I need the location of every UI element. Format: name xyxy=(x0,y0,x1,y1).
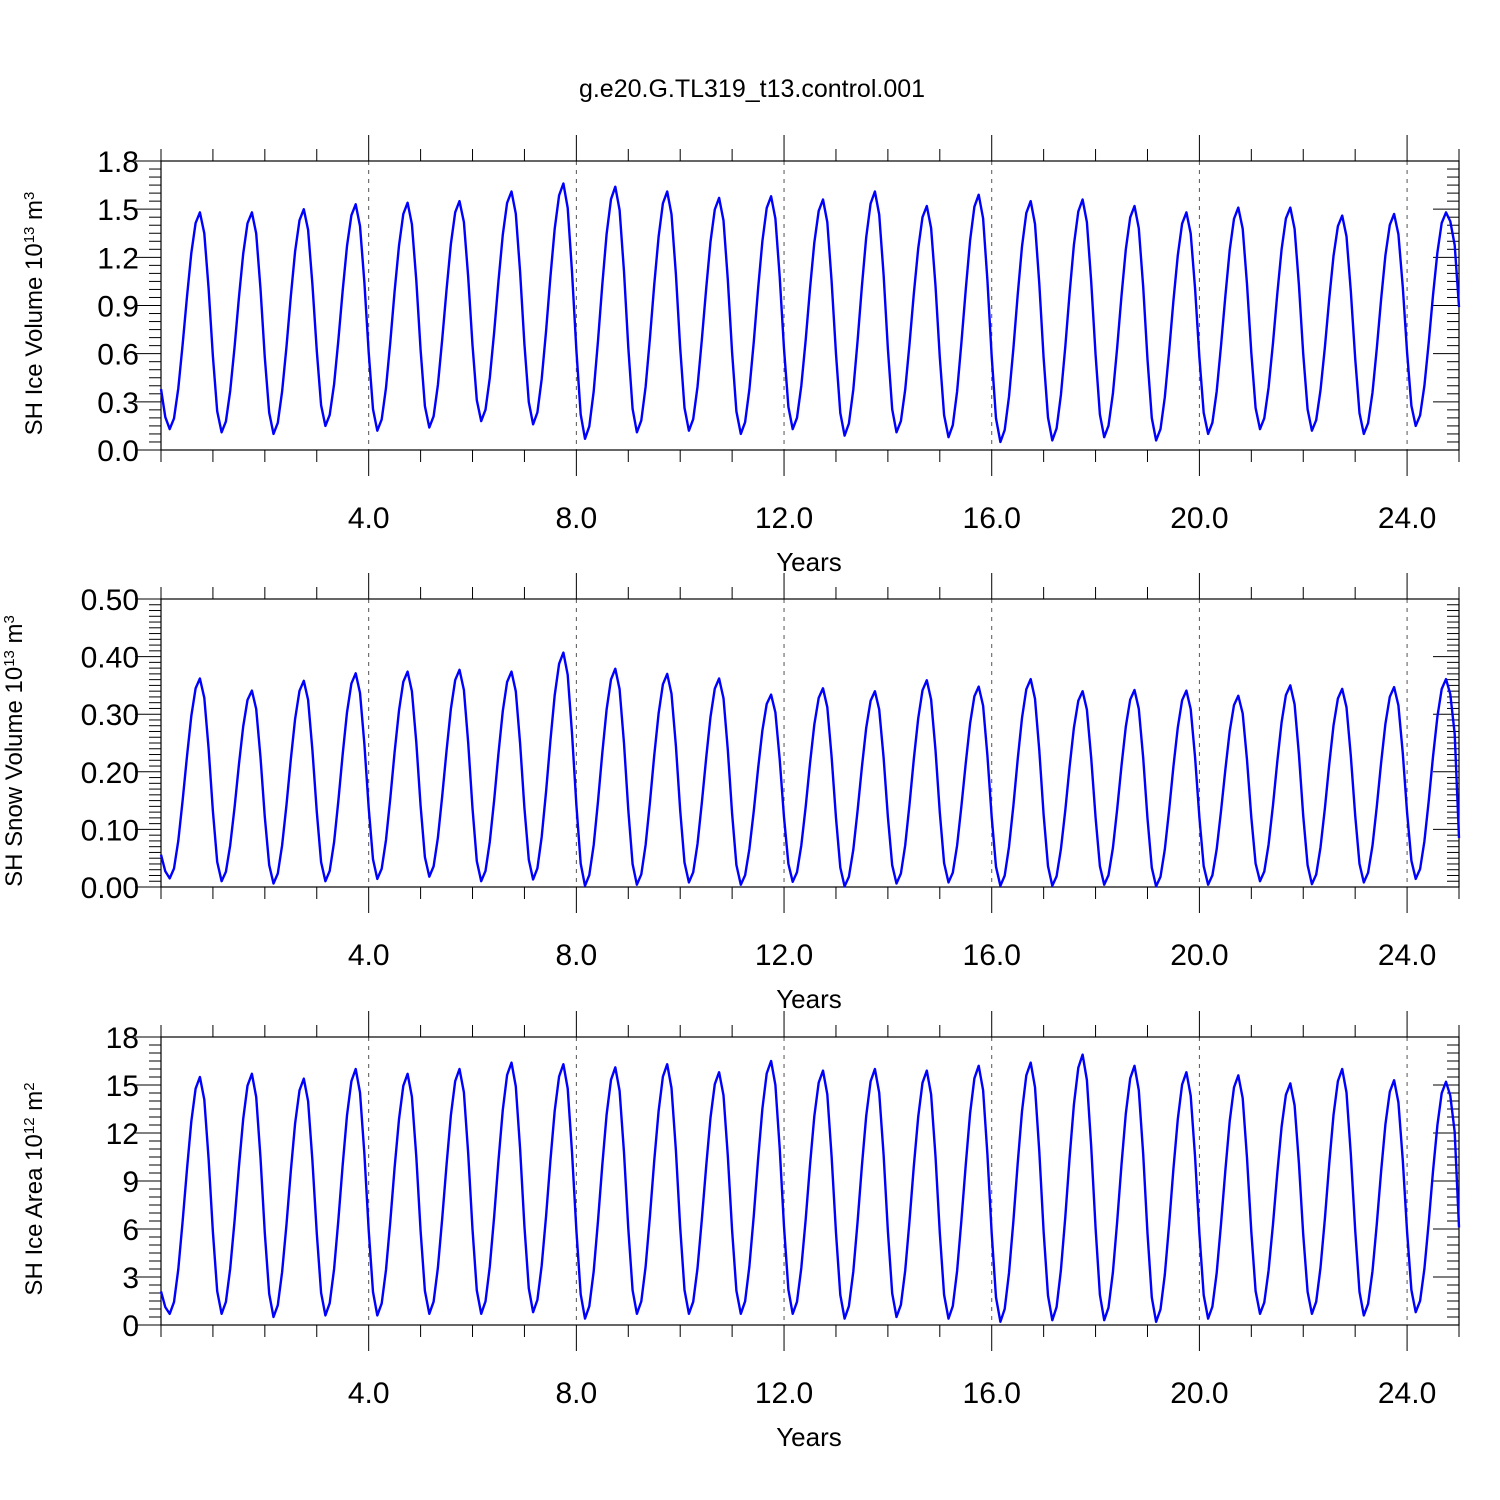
y-tick-label: 9 xyxy=(122,1166,139,1199)
x-tick-label: 8.0 xyxy=(556,1377,598,1410)
y-tick-label: 0.20 xyxy=(81,757,139,790)
x-tick-label: 16.0 xyxy=(963,1377,1021,1410)
y-tick-label: 0.0 xyxy=(97,435,139,468)
x-tick-label: 16.0 xyxy=(963,502,1021,535)
y-tick-label: 0.3 xyxy=(97,387,139,420)
x-tick-label: 8.0 xyxy=(556,939,598,972)
x-axis-label: Years xyxy=(776,1422,842,1452)
x-tick-label: 12.0 xyxy=(755,1377,813,1410)
x-tick-label: 12.0 xyxy=(755,502,813,535)
x-tick-label: 24.0 xyxy=(1378,939,1436,972)
x-tick-label: 20.0 xyxy=(1170,1377,1228,1410)
x-tick-label: 8.0 xyxy=(556,502,598,535)
y-tick-label: 15 xyxy=(106,1070,139,1103)
series-line xyxy=(159,1053,1461,1323)
x-tick-label: 20.0 xyxy=(1170,939,1228,972)
x-tick-label: 4.0 xyxy=(348,939,390,972)
plot-frame xyxy=(160,598,1460,888)
x-tick-label: 16.0 xyxy=(963,939,1021,972)
chart-panel-1: 4.0 8.0 12.0 16.0 20.0 24.0 Years 0.0 0.3 0.6 0.9 1… xyxy=(21,135,1461,577)
y-tick-label: 0.10 xyxy=(81,814,139,847)
y-tick-label: 1.5 xyxy=(97,194,139,227)
y-tick-label: 0.9 xyxy=(97,291,139,324)
y-tick-label: 1.8 xyxy=(97,146,139,179)
chart-panel-2: 4.0 8.0 12.0 16.0 20.0 24.0 Years 0.00 0.10 0.20 0… xyxy=(1,573,1461,1014)
x-tick-label: 12.0 xyxy=(755,939,813,972)
figure-title: g.e20.G.TL319_t13.control.001 xyxy=(579,75,925,103)
y-tick-label: 0.6 xyxy=(97,339,139,372)
series-line xyxy=(159,651,1461,888)
x-axis-label: Years xyxy=(776,984,842,1014)
chart-panels: 4.0 8.0 12.0 16.0 20.0 24.0 Years 0.0 0.3 0.6 0.9 1… xyxy=(1,135,1461,1452)
y-tick-label: 0.30 xyxy=(81,699,139,732)
y-tick-label: 12 xyxy=(106,1118,139,1151)
y-tick-label: 0.00 xyxy=(81,872,139,905)
y-tick-label: 0.40 xyxy=(81,642,139,675)
y-axis-label: SH Ice Volume 1013 m3 xyxy=(21,192,48,436)
x-tick-label: 4.0 xyxy=(348,502,390,535)
y-tick-label: 0 xyxy=(122,1310,139,1343)
y-axis-label: SH Ice Area 1012 m2 xyxy=(21,1082,48,1295)
x-tick-label: 24.0 xyxy=(1378,1377,1436,1410)
y-tick-label: 18 xyxy=(106,1022,139,1055)
y-axis-label: SH Snow Volume 1013 m3 xyxy=(1,615,28,887)
y-tick-label: 0.50 xyxy=(81,584,139,617)
y-tick-label: 6 xyxy=(122,1214,139,1247)
x-tick-label: 20.0 xyxy=(1170,502,1228,535)
plot-frame xyxy=(160,1036,1460,1326)
y-tick-label: 1.2 xyxy=(97,242,139,275)
y-tick-label: 3 xyxy=(122,1262,139,1295)
chart-panel-3: 4.0 8.0 12.0 16.0 20.0 24.0 Years 0 3 6 9 12 15 18 SH … xyxy=(21,1011,1461,1452)
x-axis-label: Years xyxy=(776,547,842,577)
x-tick-label: 24.0 xyxy=(1378,502,1436,535)
series-line xyxy=(159,182,1461,444)
x-tick-label: 4.0 xyxy=(348,1377,390,1410)
